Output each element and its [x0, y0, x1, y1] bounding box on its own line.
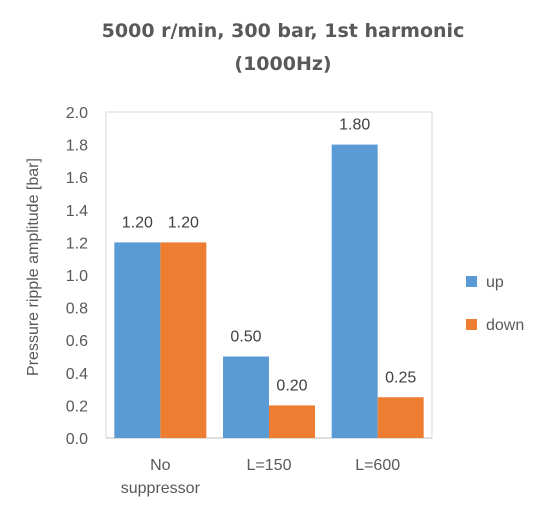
data-label-down-2: 0.25 [385, 369, 416, 386]
bars [114, 144, 424, 438]
y-tick-label: 1.8 [66, 138, 88, 155]
chart-title-line-2: (1000Hz) [234, 53, 331, 75]
bar-down-0 [160, 242, 207, 438]
y-tick-label: 1.0 [66, 268, 88, 285]
legend-label-up: up [486, 274, 504, 291]
legend: up down [466, 274, 524, 334]
y-tick-label: 2.0 [66, 105, 88, 122]
x-axis-ticks: No suppressor L=150 L=600 [121, 457, 400, 497]
bar-up-1 [223, 356, 269, 438]
chart-title-line-1: 5000 r/min, 300 bar, 1st harmonic [102, 20, 465, 42]
data-labels: 1.20 0.50 1.80 1.20 0.20 0.25 [122, 117, 417, 395]
x-tick-label: No [150, 457, 171, 474]
y-tick-label: 0.8 [66, 301, 88, 318]
y-tick-label: 0.6 [66, 333, 88, 350]
y-tick-label: 0.2 [66, 398, 88, 415]
y-axis-label: Pressure ripple amplitude [bar] [25, 158, 42, 376]
bar-up-0 [114, 242, 161, 438]
legend-label-down: down [486, 317, 524, 334]
y-tick-label: 1.4 [66, 203, 88, 220]
bar-down-1 [269, 405, 315, 438]
data-label-up-2: 1.80 [339, 117, 370, 134]
y-tick-label: 1.2 [66, 235, 88, 252]
y-axis-ticks: 0.0 0.2 0.4 0.6 0.8 1.0 1.2 1.4 1.6 1.8 2.0 [66, 105, 88, 448]
y-tick-label: 1.6 [66, 170, 88, 187]
x-tick-label: L=150 [247, 457, 292, 474]
data-label-up-0: 1.20 [122, 214, 153, 231]
y-tick-label: 0.0 [66, 431, 88, 448]
data-label-down-1: 0.20 [276, 377, 307, 394]
data-label-down-0: 1.20 [168, 214, 199, 231]
data-label-up-1: 0.50 [230, 329, 261, 346]
bar-up-2 [331, 144, 378, 438]
x-tick-label: L=600 [355, 457, 400, 474]
y-tick-label: 0.4 [66, 366, 88, 383]
x-tick-label: suppressor [121, 480, 201, 497]
bar-down-2 [377, 397, 424, 438]
legend-swatch-up [466, 276, 477, 287]
legend-swatch-down [466, 319, 477, 330]
